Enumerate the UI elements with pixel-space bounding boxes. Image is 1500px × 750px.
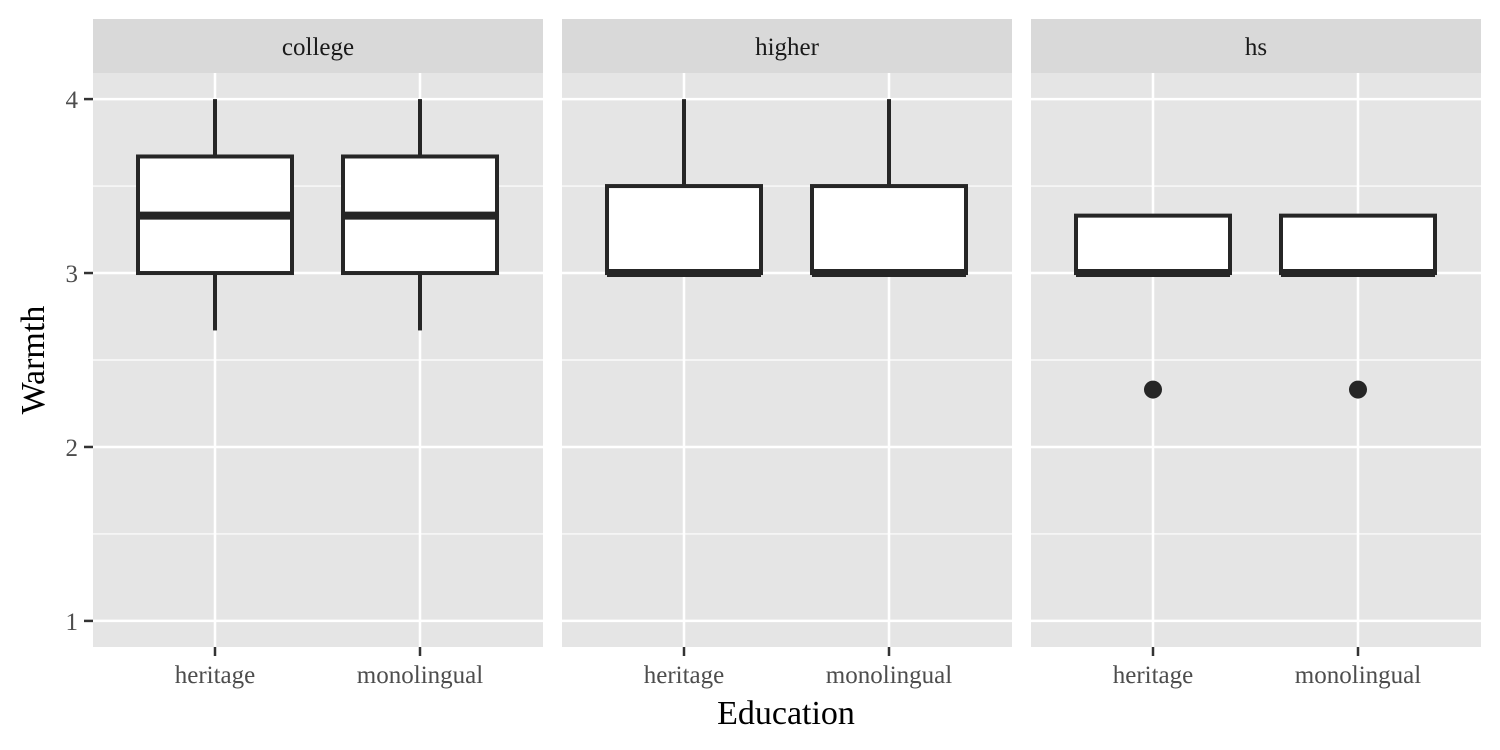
- panels-layer: college heritage monolingual higher heritage…: [93, 19, 1481, 689]
- x-tick-label: monolingual: [357, 662, 483, 689]
- box-heritage: [136, 99, 294, 331]
- box-heritage: [1074, 213, 1232, 399]
- y-axis-title: Warmth: [15, 306, 52, 415]
- facet-panel-hs: hs heritage monolingual: [1031, 19, 1481, 689]
- facet-strip-label: higher: [755, 34, 820, 61]
- y-tick-label: 2: [66, 435, 79, 462]
- box-iqr: [1279, 213, 1437, 276]
- facet-panel-college: college heritage monolingual: [93, 19, 543, 689]
- x-tick-label: monolingual: [826, 662, 952, 689]
- outlier-point: [1349, 380, 1367, 399]
- facet-strip: [1031, 19, 1481, 73]
- box-iqr: [810, 184, 968, 276]
- y-tick-label: 4: [66, 87, 79, 114]
- box-monolingual: [341, 99, 499, 331]
- y-tick-label: 1: [66, 609, 79, 636]
- x-tick-label: monolingual: [1295, 662, 1421, 689]
- box-monolingual: [810, 99, 968, 278]
- facet-strip: [562, 19, 1012, 73]
- box-iqr: [605, 184, 763, 276]
- box-heritage: [605, 99, 763, 278]
- facet-strip-label: hs: [1245, 34, 1267, 61]
- y-axis: 1 2 3 4: [66, 87, 93, 636]
- x-axis-title: Education: [717, 695, 855, 732]
- x-tick-label: heritage: [175, 662, 256, 689]
- box-iqr: [1074, 213, 1232, 276]
- facet-strip: [93, 19, 543, 73]
- x-tick-label: heritage: [1113, 662, 1194, 689]
- box-monolingual: [1279, 213, 1437, 399]
- facet-panel-higher: higher heritage monolingual: [562, 19, 1012, 689]
- outlier-point: [1144, 380, 1162, 399]
- facet-strip-label: college: [282, 34, 354, 61]
- x-tick-label: heritage: [644, 662, 725, 689]
- y-tick-label: 3: [66, 261, 79, 288]
